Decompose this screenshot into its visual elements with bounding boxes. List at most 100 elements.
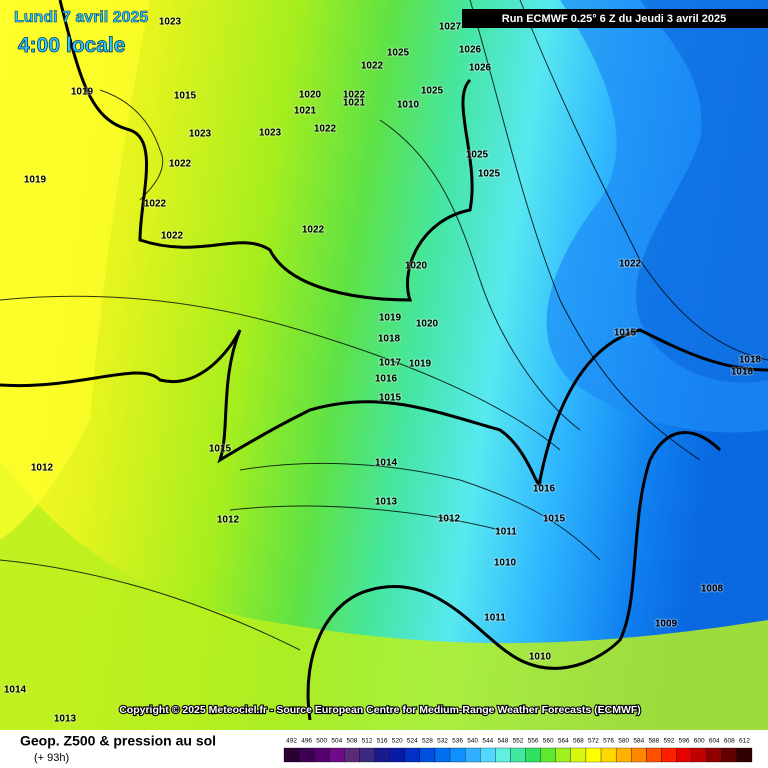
isobar-label: 1018 xyxy=(378,334,401,345)
scale-swatch xyxy=(706,747,722,763)
scale-label: 580 xyxy=(618,738,629,745)
run-info: Run ECMWF 0.25° 6 Z du Jeudi 3 avril 202… xyxy=(502,13,726,25)
isobar-label: 1022 xyxy=(343,90,366,101)
scale-label: 560 xyxy=(543,738,554,745)
scale-label: 588 xyxy=(648,738,659,745)
scale-swatch xyxy=(434,747,451,763)
scale-label: 500 xyxy=(316,738,327,745)
scale-swatch xyxy=(661,747,677,763)
scale-swatch xyxy=(721,747,738,763)
scale-label: 528 xyxy=(422,738,433,745)
scale-label: 576 xyxy=(603,738,614,745)
scale-label: 544 xyxy=(482,738,493,745)
isobar-label: 1013 xyxy=(54,714,77,725)
scale-label: 540 xyxy=(467,738,478,745)
isobar-label: 1022 xyxy=(619,259,642,270)
isobar-label: 1015 xyxy=(614,328,637,339)
scale-swatch xyxy=(525,747,541,763)
scale-swatch xyxy=(374,747,390,763)
isobars xyxy=(0,0,768,651)
isobar-label: 1027 xyxy=(439,22,462,33)
isobar-label: 1014 xyxy=(375,458,398,469)
scale-label: 600 xyxy=(694,738,705,745)
scale-label: 512 xyxy=(362,738,373,745)
isobar-label: 1022 xyxy=(361,61,384,72)
isobar-label: 1011 xyxy=(495,527,517,538)
isobars-main xyxy=(0,0,768,721)
scale-label: 548 xyxy=(497,738,508,745)
scale-swatch xyxy=(676,747,692,763)
cold-core xyxy=(635,0,768,383)
footer-title: Geop. Z500 & pression au sol xyxy=(20,733,216,749)
scale-swatch xyxy=(631,747,647,763)
isobar-label: 1010 xyxy=(529,652,552,663)
isobar-label: 1019 xyxy=(24,175,47,186)
scale-label: 564 xyxy=(558,738,569,745)
isobar-label: 1015 xyxy=(174,91,197,102)
isobar-label: 1022 xyxy=(169,159,192,170)
isobar-label: 1016 xyxy=(375,374,398,385)
scale-label: 584 xyxy=(633,738,644,745)
scale-swatch xyxy=(329,747,345,763)
scale-label: 520 xyxy=(392,738,403,745)
isobar-label: 1012 xyxy=(217,515,240,526)
isobar-label: 1023 xyxy=(259,128,282,139)
isobar-label: 1015 xyxy=(543,514,566,525)
scale-swatch xyxy=(359,747,375,763)
scale-swatch xyxy=(736,747,753,763)
scale-swatch xyxy=(344,747,360,763)
scale-swatch xyxy=(495,747,511,763)
isobar-label: 1020 xyxy=(416,319,439,330)
low-zone xyxy=(0,460,768,730)
footer-subtitle: (+ 93h) xyxy=(34,752,69,764)
isobar-label: 1010 xyxy=(397,100,420,111)
color-scale: 492 496 500 504 508 512 516 520 524 528 532 536 540 5… xyxy=(283,738,753,763)
scale-swatch xyxy=(419,747,436,763)
scale-label: 508 xyxy=(347,738,358,745)
scale-label: 496 xyxy=(301,738,312,745)
scale-swatch xyxy=(480,747,496,763)
isobar-label: 1012 xyxy=(31,463,54,474)
isobar-label: 1013 xyxy=(375,497,398,508)
isobar-label: 1021 xyxy=(294,106,317,117)
isobar-label: 1018 xyxy=(739,355,762,366)
scale-label: 556 xyxy=(528,738,539,745)
scale-swatch xyxy=(615,747,632,763)
scale-label: 608 xyxy=(724,738,735,745)
scale-swatch xyxy=(389,747,405,763)
scale-swatch xyxy=(449,747,466,763)
date: Lundi 7 avril 2025 xyxy=(14,9,148,26)
scale-label: 568 xyxy=(573,738,584,745)
scale-label: 536 xyxy=(452,738,463,745)
isobar-label: 1020 xyxy=(405,261,428,272)
isobar-label: 1018 xyxy=(731,367,754,378)
isobar-label: 1012 xyxy=(438,514,461,525)
isobar-label: 1019 xyxy=(71,87,94,98)
isobar-label: 1025 xyxy=(387,48,410,59)
scale-swatch xyxy=(691,747,707,763)
isobar-label: 1008 xyxy=(701,584,724,595)
isobar-label: 1009 xyxy=(655,619,678,630)
isobar-label: 1019 xyxy=(379,313,402,324)
scale-swatch xyxy=(404,747,421,763)
scale-label: 524 xyxy=(407,738,418,745)
isobar-label: 1023 xyxy=(159,17,182,28)
scale-label: 552 xyxy=(513,738,524,745)
scale-label: 596 xyxy=(679,738,690,745)
scale-swatch xyxy=(540,747,556,763)
scale-swatch xyxy=(585,747,602,763)
isobar-label: 1015 xyxy=(379,393,402,404)
scale-label: 516 xyxy=(377,738,388,745)
scale-swatch xyxy=(298,747,315,763)
scale-swatch xyxy=(570,747,587,763)
scale-swatch xyxy=(283,747,300,763)
isobar-label: 1025 xyxy=(466,150,489,161)
scale-swatch xyxy=(555,747,571,763)
isobar-label: 1026 xyxy=(469,63,492,74)
isobar-label: 1010 xyxy=(494,558,517,569)
scale-swatch xyxy=(600,747,617,763)
scale-label: 532 xyxy=(437,738,448,745)
